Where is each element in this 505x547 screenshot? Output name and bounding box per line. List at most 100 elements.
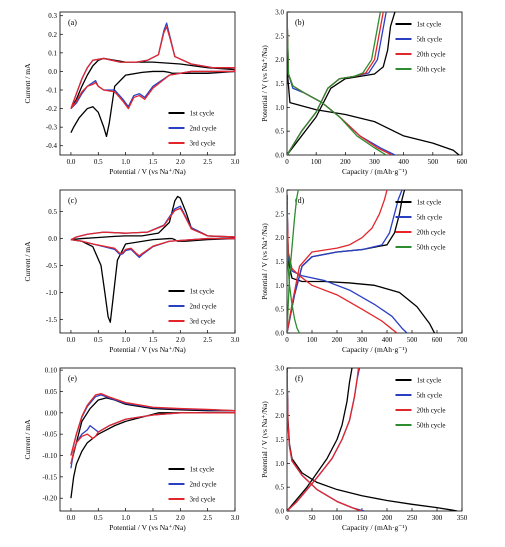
y-tick-label: 1.0 xyxy=(275,104,284,112)
x-tick-label: 500 xyxy=(407,336,418,344)
y-tick-label: 2.0 xyxy=(275,56,284,64)
x-tick-label: 0.0 xyxy=(67,158,76,166)
y-tick-label: 0.10 xyxy=(45,367,58,375)
x-tick-label: 700 xyxy=(457,336,468,344)
series-line xyxy=(287,204,398,333)
panel-a: 0.0 0.5 1.0 1.5 2.0 2.5 3.0 -0.4 -0.3 -0.2 -0.1 0.0… xyxy=(23,11,240,176)
y-tick-label: -0.10 xyxy=(42,452,57,460)
x-tick-label: 250 xyxy=(407,514,418,522)
y-tick-label: 0.3 xyxy=(48,12,57,20)
x-tick-label: 0 xyxy=(285,158,289,166)
y-tick-label: -0.5 xyxy=(46,262,58,270)
y-tick-label: 2.0 xyxy=(275,234,284,242)
y-tick-label: 2.0 xyxy=(275,412,284,420)
series-line xyxy=(287,368,353,511)
series-line xyxy=(287,12,396,155)
x-tick-label: 350 xyxy=(457,514,468,522)
y-tick-label: 0.05 xyxy=(45,388,58,396)
x-axis-title: Potential / V (vs Na⁺/Na) xyxy=(109,523,186,532)
x-tick-label: 200 xyxy=(332,336,343,344)
x-tick-label: 1.5 xyxy=(149,336,158,344)
x-tick-label: 400 xyxy=(398,158,409,166)
panel-label: (c) xyxy=(68,196,77,205)
x-tick-label: 0.5 xyxy=(94,514,103,522)
x-tick-label: 500 xyxy=(428,158,439,166)
panel-b: 0 100 200 300 400 500 600 0.0 0.5 1.0 1.5 2.0 2.5 3.0… xyxy=(260,9,468,177)
plot-frame xyxy=(286,367,463,512)
x-tick-label: 600 xyxy=(457,158,468,166)
x-axis-title: Capacity / (mAh·g⁻¹) xyxy=(342,523,407,532)
y-tick-label: 0.5 xyxy=(275,484,284,492)
x-axis-title: Potential / V (vs Na⁺/Na) xyxy=(109,167,186,176)
y-tick-label: 0.5 xyxy=(275,306,284,314)
series-line xyxy=(70,205,235,259)
y-tick-label: 1.0 xyxy=(275,282,284,290)
panel-label: (d) xyxy=(295,196,305,205)
x-tick-label: 200 xyxy=(340,158,351,166)
x-tick-label: 2.5 xyxy=(203,514,212,522)
series-line xyxy=(70,392,235,465)
legend-entry: 1st cycle xyxy=(417,21,442,29)
panel-label: (b) xyxy=(295,18,305,27)
x-tick-label: 2.5 xyxy=(203,158,212,166)
x-tick-label: 150 xyxy=(357,514,368,522)
series-line xyxy=(287,372,365,511)
series-line xyxy=(287,12,387,155)
y-axis-title: Current / mA xyxy=(23,419,32,460)
y-tick-label: -0.05 xyxy=(42,431,57,439)
x-tick-label: 1.5 xyxy=(149,158,158,166)
series-line xyxy=(70,394,235,469)
y-tick-label: -1.0 xyxy=(46,289,58,297)
x-tick-label: 1.0 xyxy=(121,158,130,166)
x-tick-label: 0.0 xyxy=(67,336,76,344)
y-tick-label: -0.3 xyxy=(46,124,58,132)
legend-entry: 2nd cycle xyxy=(190,481,217,489)
y-tick-label: 0.0 xyxy=(48,68,57,76)
legend-entry: 20th cycle xyxy=(417,229,446,237)
x-tick-label: 1.0 xyxy=(121,514,130,522)
series-line xyxy=(70,207,235,257)
legend-entry: 3rd cycle xyxy=(190,318,216,326)
series-line xyxy=(287,190,299,333)
x-tick-label: 100 xyxy=(311,158,322,166)
panel-d: 0 100 200 300 400 500 600 700 0.0 0.5 1.0 1.5 2.0 2.5… xyxy=(260,187,468,355)
x-tick-label: 100 xyxy=(307,336,318,344)
series-line xyxy=(287,372,363,511)
y-axis-title: Current / mA xyxy=(23,241,32,282)
legend-entry: 2nd cycle xyxy=(190,303,217,311)
series-line xyxy=(287,12,381,155)
plot-frame xyxy=(286,11,463,156)
x-tick-label: 2.0 xyxy=(176,336,185,344)
y-tick-label: 0.5 xyxy=(275,128,284,136)
legend-entry: 20th cycle xyxy=(417,51,446,59)
legend-entry: 50th cycle xyxy=(417,244,446,252)
y-tick-label: 0.0 xyxy=(275,508,284,516)
y-tick-label: 0.5 xyxy=(48,208,57,216)
x-tick-label: 0.0 xyxy=(67,514,76,522)
x-tick-label: 0 xyxy=(285,336,289,344)
y-tick-label: 1.5 xyxy=(275,436,284,444)
y-tick-label: 0.00 xyxy=(45,409,58,417)
x-tick-label: 0 xyxy=(285,514,289,522)
legend-entry: 3rd cycle xyxy=(190,496,216,504)
series-line xyxy=(287,194,436,333)
legend-entry: 1st cycle xyxy=(417,377,442,385)
series-line xyxy=(287,213,301,333)
x-tick-label: 2.0 xyxy=(176,514,185,522)
y-tick-label: 0.0 xyxy=(275,152,284,160)
y-tick-label: 0.2 xyxy=(48,31,57,39)
y-tick-label: 2.5 xyxy=(275,388,284,396)
y-axis-title: Current / mA xyxy=(23,63,32,104)
y-tick-label: 3.0 xyxy=(275,187,284,195)
x-tick-label: 3.0 xyxy=(231,336,240,344)
legend-entry: 20th cycle xyxy=(417,407,446,415)
panel-label: (f) xyxy=(295,374,303,383)
x-tick-label: 1.0 xyxy=(121,336,130,344)
y-tick-label: 2.5 xyxy=(275,210,284,218)
legend-entry: 5th cycle xyxy=(417,392,442,400)
y-tick-label: 2.5 xyxy=(275,32,284,40)
x-tick-label: 300 xyxy=(432,514,443,522)
y-tick-label: 0.1 xyxy=(48,49,57,57)
y-tick-label: -1.5 xyxy=(46,316,58,324)
